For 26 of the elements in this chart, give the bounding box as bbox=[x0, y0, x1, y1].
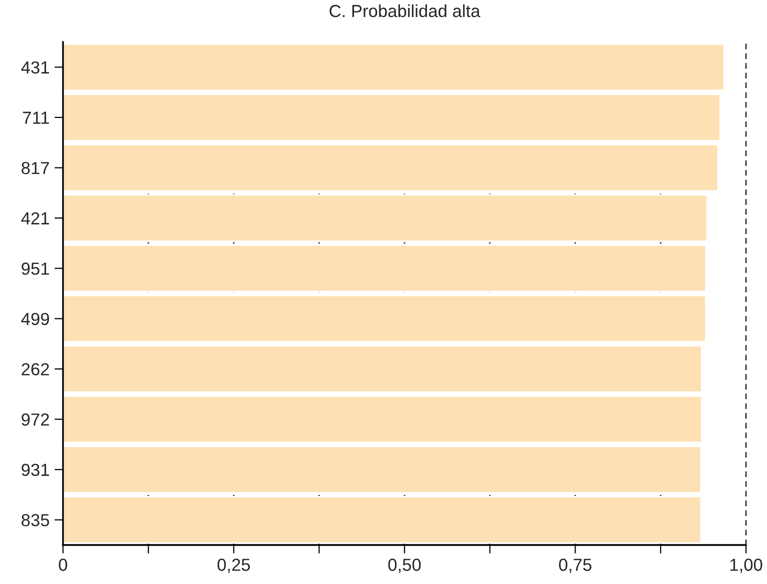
y-tick-label: 972 bbox=[22, 413, 49, 426]
y-tick-label: 499 bbox=[21, 312, 49, 326]
y-tick-label: 711 bbox=[23, 112, 49, 124]
y-tick-label: 835 bbox=[22, 514, 50, 526]
y-tick-label: 262 bbox=[22, 363, 49, 376]
y-tick-label: 431 bbox=[21, 61, 49, 74]
x-tick-label: 0,25 bbox=[218, 558, 250, 573]
bar bbox=[63, 144, 719, 192]
x-tick-label: 1,00 bbox=[730, 558, 762, 573]
bar bbox=[63, 294, 706, 342]
bar bbox=[63, 244, 706, 292]
bar bbox=[63, 395, 702, 444]
chart-title: C. Probabilidad alta bbox=[330, 4, 480, 18]
bar bbox=[63, 94, 721, 142]
x-tick-label: 0,50 bbox=[388, 558, 421, 573]
y-tick-label: 931 bbox=[22, 464, 49, 476]
y-tick-label: 817 bbox=[22, 162, 49, 174]
bar bbox=[63, 496, 702, 544]
bar bbox=[63, 194, 708, 242]
bar bbox=[63, 43, 725, 91]
bar bbox=[63, 446, 702, 494]
x-tick-label: 0,75 bbox=[559, 558, 592, 573]
y-tick-label: 951 bbox=[22, 262, 49, 275]
bar bbox=[63, 345, 702, 393]
y-tick-label: 421 bbox=[21, 212, 49, 224]
x-tick-label: 0 bbox=[58, 558, 68, 571]
